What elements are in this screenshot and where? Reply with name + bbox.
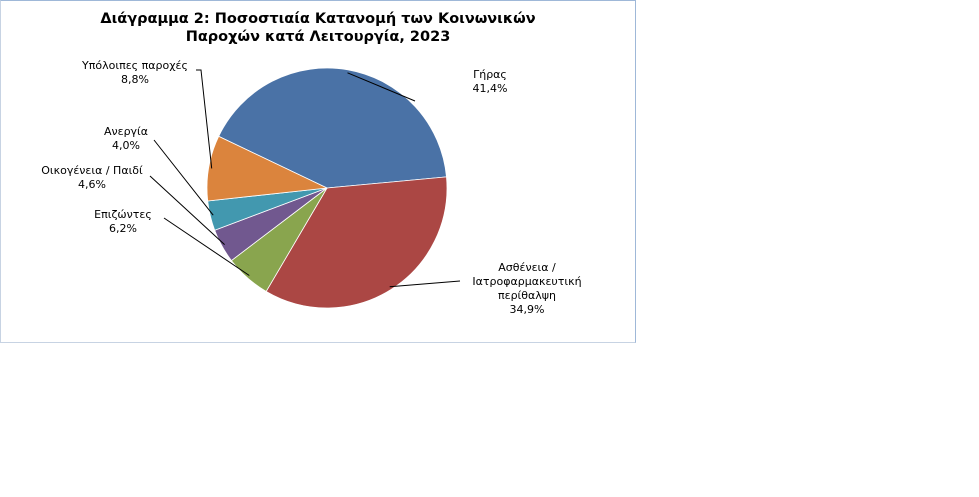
- slice-value-label-6: 8,8%: [121, 73, 149, 86]
- leader-line-3: [163, 217, 250, 276]
- slice-value-label-5: 4,0%: [112, 139, 140, 152]
- slice-label-1: Γήρας: [473, 68, 507, 81]
- slice-label-2: περίθαλψη: [498, 289, 556, 302]
- pie-slice-6: [206, 135, 329, 202]
- chart-title: Διάγραμμα 2: Ποσοστιαία Κατανομή των Κοι…: [40, 10, 596, 46]
- slice-value-label-4: 4,6%: [78, 178, 106, 191]
- pie-slice-2: [265, 176, 448, 309]
- leader-line-5: [153, 139, 214, 216]
- slice-label-6: Υπόλοιπες παροχές: [81, 59, 188, 72]
- slice-value-label-3: 6,2%: [109, 222, 137, 235]
- slice-label-2: Ιατροφαρμακευτική: [472, 275, 581, 288]
- leader-line-6: [196, 69, 213, 169]
- chart-title-line-2: Παροχών κατά Λειτουργία, 2023: [185, 29, 451, 45]
- slice-value-label-2: 34,9%: [510, 303, 545, 316]
- pie-slice-1: [218, 67, 447, 189]
- slice-label-2: Ασθένεια /: [498, 261, 556, 274]
- slice-label-4: Οικογένεια / Παιδί: [41, 164, 143, 177]
- leader-line-1: [347, 72, 416, 102]
- slice-label-5: Ανεργία: [104, 125, 148, 138]
- slice-value-label-1: 41,4%: [473, 82, 508, 95]
- leader-line-2: [389, 280, 461, 288]
- leader-line-4: [149, 175, 225, 245]
- slice-label-3: Επιζώντες: [94, 208, 152, 221]
- chart-title-line-1: Διάγραμμα 2: Ποσοστιαία Κατανομή των Κοι…: [100, 11, 536, 27]
